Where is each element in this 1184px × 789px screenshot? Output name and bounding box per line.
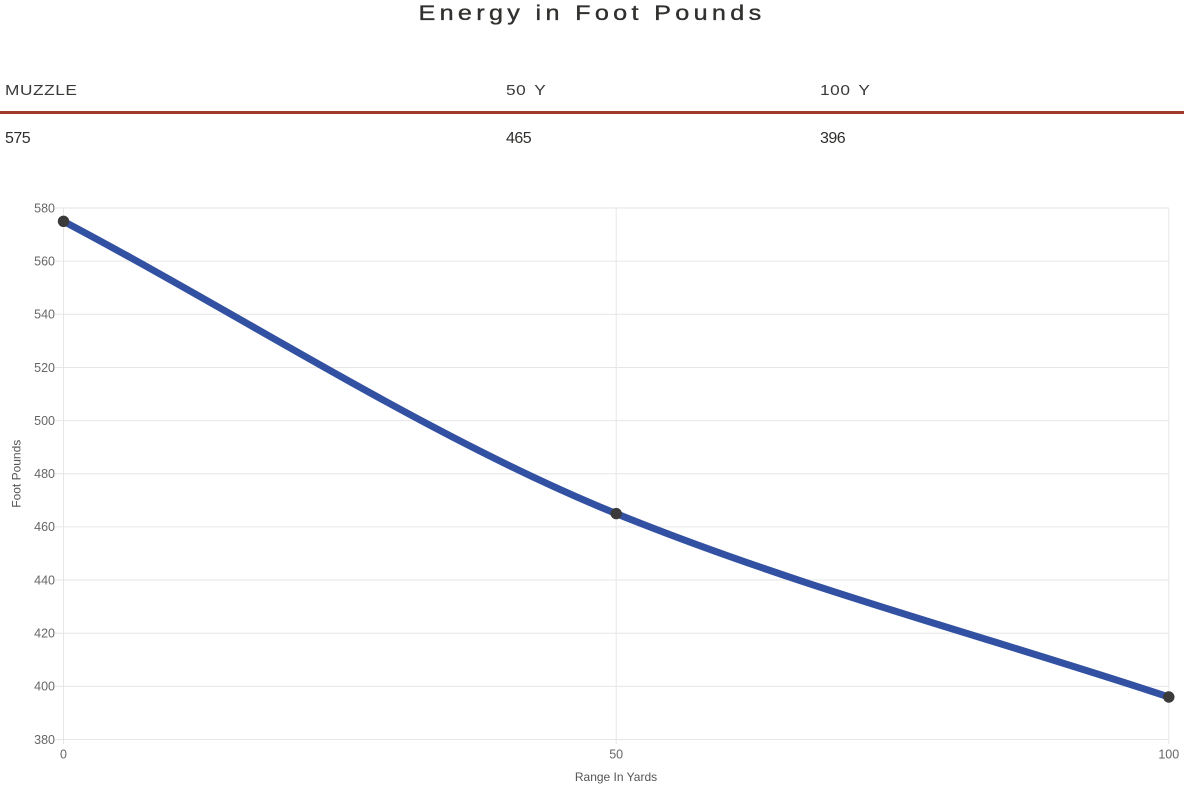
svg-text:540: 540 (34, 308, 55, 322)
svg-text:100: 100 (1158, 748, 1179, 762)
svg-text:400: 400 (34, 680, 55, 694)
svg-text:380: 380 (34, 733, 55, 747)
svg-text:Foot Pounds: Foot Pounds (10, 440, 24, 508)
svg-text:560: 560 (34, 254, 55, 268)
svg-text:460: 460 (34, 520, 55, 534)
svg-text:440: 440 (34, 573, 55, 587)
svg-text:480: 480 (34, 467, 55, 481)
svg-text:580: 580 (34, 201, 55, 215)
svg-text:420: 420 (34, 627, 55, 641)
svg-text:500: 500 (34, 414, 55, 428)
svg-text:520: 520 (34, 361, 55, 375)
svg-text:50: 50 (609, 748, 623, 762)
svg-text:0: 0 (60, 748, 67, 762)
svg-text:Range In Yards: Range In Yards (575, 770, 657, 784)
